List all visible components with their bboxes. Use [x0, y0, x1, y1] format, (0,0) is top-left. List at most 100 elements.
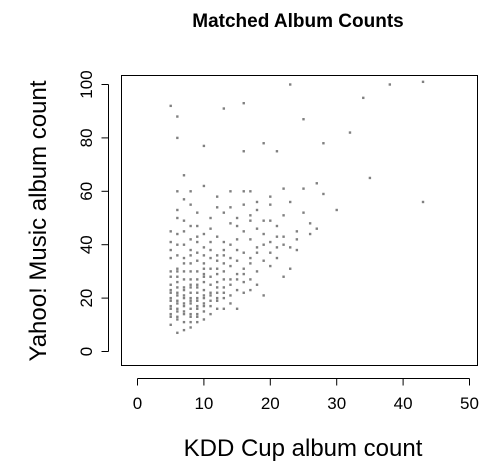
scatter-point	[255, 246, 259, 249]
scatter-point	[209, 299, 212, 302]
scatter-point	[169, 315, 172, 318]
scatter-point	[169, 291, 172, 294]
scatter-point	[196, 283, 199, 286]
scatter-point	[222, 270, 226, 273]
scatter-point	[315, 227, 318, 230]
scatter-point	[196, 259, 199, 262]
x-tick-label: 40	[394, 394, 413, 413]
scatter-point	[282, 214, 285, 217]
scatter-point	[242, 280, 245, 284]
scatter-point	[182, 174, 186, 177]
x-tick-label: 50	[460, 394, 479, 413]
scatter-point	[169, 240, 172, 244]
scatter-point	[189, 262, 192, 265]
scatter-point	[209, 312, 212, 316]
scatter-point	[176, 302, 179, 305]
scatter-point	[209, 216, 212, 220]
scatter-point	[222, 307, 226, 310]
scatter-point	[176, 115, 179, 118]
scatter-point	[255, 200, 259, 204]
scatter-point	[362, 96, 365, 100]
scatter-point	[222, 286, 226, 289]
scatter-point	[182, 328, 186, 332]
scatter-point	[189, 326, 192, 329]
scatter-point	[242, 267, 245, 270]
scatter-point	[202, 262, 206, 265]
scatter-point	[229, 302, 232, 305]
scatter-point	[215, 272, 219, 276]
scatter-point	[182, 286, 186, 289]
scatter-point	[322, 192, 325, 196]
scatter-point	[176, 331, 179, 335]
y-tick-label: 20	[77, 289, 96, 308]
scatter-point	[308, 222, 312, 225]
scatter-point	[229, 243, 232, 246]
scatter-point	[176, 299, 179, 302]
scatter-point	[308, 232, 312, 236]
y-axis-ticks: 0 20 40 60 80 100	[77, 70, 109, 356]
scatter-point	[242, 101, 245, 105]
scatter-point	[189, 299, 192, 302]
scatter-point	[182, 270, 186, 273]
scatter-point	[255, 283, 259, 286]
scatter-point	[202, 184, 206, 188]
scatter-point	[176, 136, 179, 140]
scatter-point	[189, 291, 192, 294]
scatter-point	[182, 296, 186, 300]
scatter-point	[189, 320, 192, 324]
scatter-point	[262, 259, 265, 262]
y-tick-label: 60	[77, 182, 96, 201]
scatter-point	[222, 291, 226, 294]
scatter-point	[215, 307, 219, 310]
scatter-point	[235, 224, 239, 228]
scatter-point	[202, 275, 206, 278]
scatter-point	[269, 203, 272, 206]
scatter-point	[269, 219, 272, 222]
scatter-point	[176, 280, 179, 284]
scatter-point	[269, 195, 272, 198]
scatter-point	[222, 211, 226, 214]
scatter-point	[255, 208, 259, 212]
scatter-point	[202, 304, 206, 308]
scatter-point	[421, 200, 425, 204]
scatter-point	[169, 283, 172, 286]
scatter-point	[189, 315, 192, 318]
scatter-point	[182, 278, 186, 281]
data-points	[169, 80, 425, 335]
scatter-point	[209, 304, 212, 308]
scatter-point	[196, 286, 199, 289]
scatter-point	[176, 315, 179, 318]
scatter-point	[176, 232, 179, 236]
scatter-point	[182, 294, 186, 297]
scatter-point	[196, 320, 199, 324]
scatter-point	[235, 272, 239, 276]
scatter-point	[242, 203, 245, 206]
scatter-point	[295, 230, 299, 233]
scatter-point	[282, 235, 285, 238]
scatter-point	[215, 206, 219, 209]
scatter-point	[202, 302, 206, 305]
scatter-point	[242, 291, 245, 294]
scatter-point	[242, 272, 245, 276]
scatter-point	[235, 216, 239, 220]
scatter-point	[169, 312, 172, 316]
scatter-point	[235, 248, 239, 252]
scatter-point	[249, 238, 252, 241]
x-tick-label: 20	[261, 394, 280, 413]
scatter-point	[262, 232, 265, 236]
scatter-point	[209, 275, 212, 278]
scatter-point	[182, 219, 186, 222]
scatter-point	[196, 307, 199, 310]
scatter-point	[275, 256, 279, 260]
y-axis-label: Yahoo! Music album count	[25, 80, 52, 361]
scatter-point	[182, 230, 186, 233]
scatter-point	[182, 304, 186, 308]
scatter-point	[302, 187, 305, 190]
scatter-point	[255, 251, 259, 254]
scatter-point	[196, 251, 199, 254]
scatter-point	[169, 299, 172, 302]
scatter-point	[262, 243, 265, 246]
scatter-point	[176, 243, 179, 246]
scatter-point	[182, 243, 186, 246]
scatter-point	[368, 176, 372, 180]
